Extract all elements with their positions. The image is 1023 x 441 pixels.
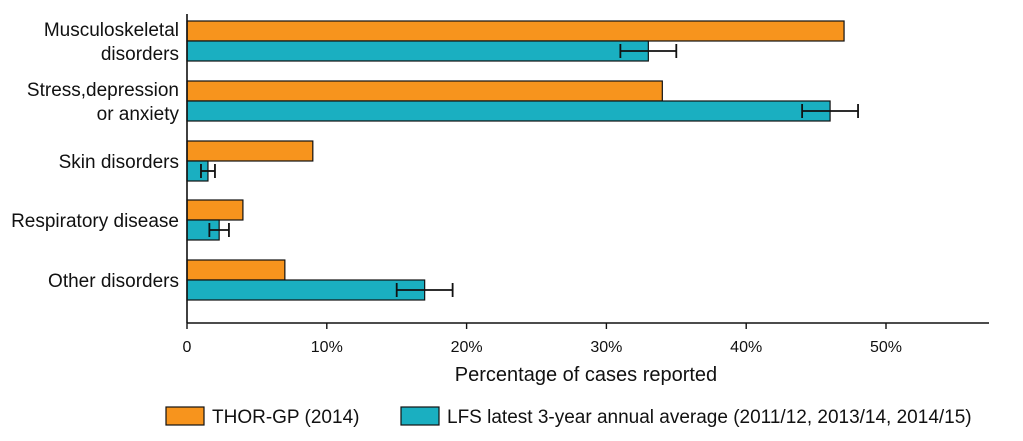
x-ticks-layer: 0 10% 20% 30% 40% 50% bbox=[183, 323, 902, 356]
category-label-2-line-2: or anxiety bbox=[97, 104, 180, 125]
bar-series2-cat2 bbox=[186, 100, 831, 122]
category-labels-layer: Musculoskeletal disorders Stress,depressio… bbox=[11, 20, 179, 292]
x-tick-label-30: 30% bbox=[590, 339, 622, 356]
category-label-5-line-1: Other disorders bbox=[48, 271, 179, 292]
bar-series1-cat3 bbox=[186, 140, 314, 162]
x-tick-label-0: 0 bbox=[183, 339, 192, 356]
legend: THOR-GP (2014) LFS latest 3-year annual a… bbox=[165, 406, 972, 428]
category-label-1-line-2: disorders bbox=[101, 44, 179, 65]
x-tick-label-10: 10% bbox=[311, 339, 343, 356]
category-label-1-line-1: Musculoskeletal bbox=[44, 20, 179, 41]
x-tick-label-20: 20% bbox=[451, 339, 483, 356]
x-tick-label-50: 50% bbox=[870, 339, 902, 356]
x-axis-title: Percentage of cases reported bbox=[455, 364, 717, 386]
category-label-3-line-1: Skin disorders bbox=[59, 152, 179, 173]
error-bars-layer bbox=[200, 44, 859, 297]
bar-series1-cat5 bbox=[186, 259, 286, 281]
category-label-4-line-1: Respiratory disease bbox=[11, 211, 179, 232]
bars-layer bbox=[186, 20, 845, 301]
legend-swatch-1 bbox=[165, 406, 205, 426]
legend-label-2: LFS latest 3-year annual average (2011/1… bbox=[447, 407, 972, 428]
bar-series2-cat1 bbox=[186, 40, 649, 62]
x-tick-label-40: 40% bbox=[730, 339, 762, 356]
bar-series1-cat1 bbox=[186, 20, 845, 42]
bar-series1-cat4 bbox=[186, 199, 244, 221]
category-label-2-line-1: Stress,depression bbox=[27, 80, 179, 101]
legend-label-1: THOR-GP (2014) bbox=[212, 407, 359, 428]
bar-series1-cat2 bbox=[186, 80, 663, 102]
bar-series2-cat5 bbox=[186, 279, 426, 301]
legend-swatch-2 bbox=[400, 406, 440, 426]
